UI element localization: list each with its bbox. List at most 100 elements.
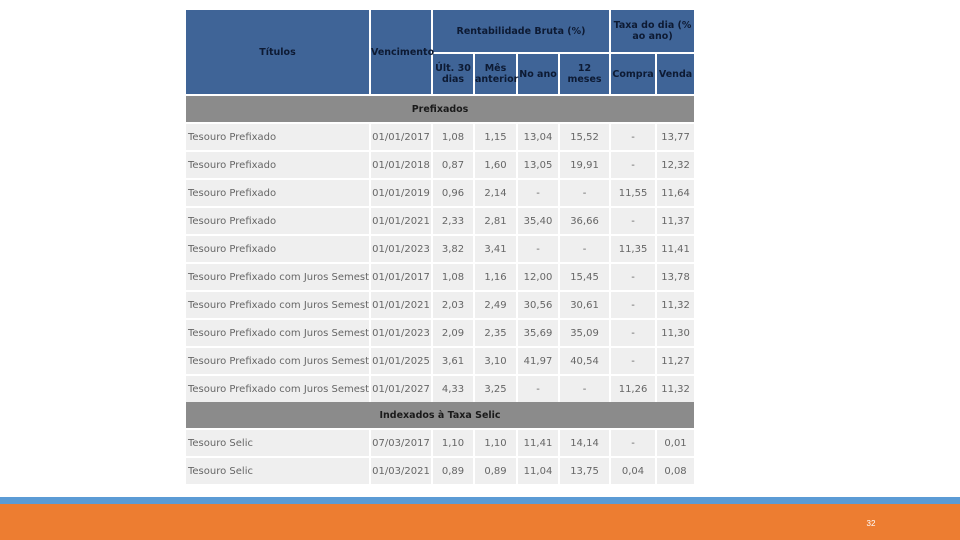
value-cell: 3,10 <box>475 346 516 374</box>
value-cell: 13,05 <box>518 150 558 178</box>
value-cell: 07/03/2017 <box>371 428 431 456</box>
table-row: Tesouro Prefixado com Juros Semestrais 01… <box>186 262 695 290</box>
value-cell: - <box>611 290 656 318</box>
value-cell: 11,32 <box>657 374 695 402</box>
bond-name-cell: Tesouro Selic <box>186 456 369 484</box>
value-cell: 14,14 <box>560 428 610 456</box>
value-cell: 12,32 <box>657 150 695 178</box>
value-cell: 2,33 <box>433 206 473 234</box>
value-cell: - <box>611 262 656 290</box>
value-cell: - <box>518 178 558 206</box>
value-cell: 1,16 <box>475 262 516 290</box>
footer-blue-bar <box>0 497 960 504</box>
value-cell: 11,32 <box>657 290 695 318</box>
value-cell: 2,09 <box>433 318 473 346</box>
value-cell: - <box>611 150 656 178</box>
table-row: Tesouro Prefixado com Juros Semestrais 01… <box>186 290 695 318</box>
value-cell: - <box>611 346 656 374</box>
value-cell: 01/01/2021 <box>371 290 431 318</box>
bond-name-cell: Tesouro Prefixado com Juros Semestrais <box>186 374 369 402</box>
value-cell: 36,66 <box>560 206 610 234</box>
value-cell: 0,96 <box>433 178 473 206</box>
table-row: Tesouro Prefixado 01/01/2017 1,08 1,15 13,04… <box>186 122 695 150</box>
value-cell: 13,75 <box>560 456 610 484</box>
header-12-meses: 12 meses <box>560 52 610 94</box>
value-cell: 4,33 <box>433 374 473 402</box>
page-number: 32 <box>866 519 876 528</box>
section-row: Prefixados <box>186 96 695 122</box>
value-cell: 13,04 <box>518 122 558 150</box>
value-cell: 11,30 <box>657 318 695 346</box>
value-cell: 15,52 <box>560 122 610 150</box>
header-compra: Compra <box>611 52 656 94</box>
table-row: Tesouro Selic 07/03/2017 1,10 1,10 11,41 14,1… <box>186 428 695 456</box>
value-cell: 15,45 <box>560 262 610 290</box>
header-vencimento: Vencimento <box>371 10 434 94</box>
header-titulos: Títulos <box>186 10 369 94</box>
bond-name-cell: Tesouro Prefixado <box>186 150 369 178</box>
section-title: Prefixados <box>186 96 695 122</box>
value-cell: 2,49 <box>475 290 516 318</box>
value-cell: 01/01/2019 <box>371 178 431 206</box>
value-cell: 1,15 <box>475 122 516 150</box>
value-cell: 2,81 <box>475 206 516 234</box>
value-cell: 11,04 <box>518 456 558 484</box>
value-cell: 0,04 <box>611 456 656 484</box>
value-cell: 19,91 <box>560 150 610 178</box>
value-cell: 30,56 <box>518 290 558 318</box>
bond-rates-table-container: Títulos Vencimento Rentabilidade Bruta (… <box>186 10 695 484</box>
value-cell: 41,97 <box>518 346 558 374</box>
table-row: Tesouro Prefixado 01/01/2023 3,82 3,41- -11,… <box>186 234 695 262</box>
value-cell: 1,08 <box>433 122 473 150</box>
table-row: Tesouro Prefixado com Juros Semestrais 01… <box>186 374 695 402</box>
table-row: Tesouro Prefixado com Juros Semestrais 01… <box>186 346 695 374</box>
value-cell: 3,82 <box>433 234 473 262</box>
value-cell: - <box>518 374 558 402</box>
value-cell: 11,64 <box>657 178 695 206</box>
footer-orange-bar <box>0 504 960 540</box>
value-cell: 2,35 <box>475 318 516 346</box>
value-cell: 01/01/2017 <box>371 122 431 150</box>
value-cell: 01/03/2021 <box>371 456 431 484</box>
bond-name-cell: Tesouro Prefixado <box>186 178 369 206</box>
header-ult-30-dias: Últ. 30 dias <box>433 52 473 94</box>
value-cell: - <box>518 234 558 262</box>
value-cell: 01/01/2018 <box>371 150 431 178</box>
value-cell: 11,26 <box>611 374 656 402</box>
value-cell: 11,55 <box>611 178 656 206</box>
value-cell: 30,61 <box>560 290 610 318</box>
bond-name-cell: Tesouro Prefixado com Juros Semestrais <box>186 318 369 346</box>
table-row: Tesouro Prefixado com Juros Semestrais 01… <box>186 318 695 346</box>
value-cell: 1,60 <box>475 150 516 178</box>
value-cell: 01/01/2027 <box>371 374 431 402</box>
value-cell: 01/01/2023 <box>371 234 431 262</box>
value-cell: 40,54 <box>560 346 610 374</box>
value-cell: 12,00 <box>518 262 558 290</box>
value-cell: 1,10 <box>475 428 516 456</box>
value-cell: - <box>611 428 656 456</box>
value-cell: 11,35 <box>611 234 656 262</box>
bond-name-cell: Tesouro Prefixado <box>186 234 369 262</box>
value-cell: 01/01/2023 <box>371 318 431 346</box>
section-title: Indexados à Taxa Selic <box>186 402 695 428</box>
table-body: Prefixados Tesouro Prefixado 01/01/2017 1,0… <box>186 96 695 484</box>
value-cell: 2,14 <box>475 178 516 206</box>
value-cell: - <box>611 206 656 234</box>
value-cell: - <box>560 374 610 402</box>
bond-name-cell: Tesouro Selic <box>186 428 369 456</box>
value-cell: 13,77 <box>657 122 695 150</box>
value-cell: 3,61 <box>433 346 473 374</box>
header-venda: Venda <box>657 52 695 94</box>
value-cell: 3,41 <box>475 234 516 262</box>
value-cell: 35,40 <box>518 206 558 234</box>
value-cell: 0,01 <box>657 428 695 456</box>
table-row: Tesouro Prefixado 01/01/2021 2,33 2,81 35,40… <box>186 206 695 234</box>
bond-name-cell: Tesouro Prefixado com Juros Semestrais <box>186 262 369 290</box>
header-no-ano: No ano <box>518 52 558 94</box>
value-cell: 0,89 <box>475 456 516 484</box>
value-cell: 13,78 <box>657 262 695 290</box>
value-cell: 11,37 <box>657 206 695 234</box>
value-cell: 01/01/2021 <box>371 206 431 234</box>
value-cell: - <box>611 318 656 346</box>
header-rentabilidade: Rentabilidade Bruta (%) <box>433 10 610 52</box>
